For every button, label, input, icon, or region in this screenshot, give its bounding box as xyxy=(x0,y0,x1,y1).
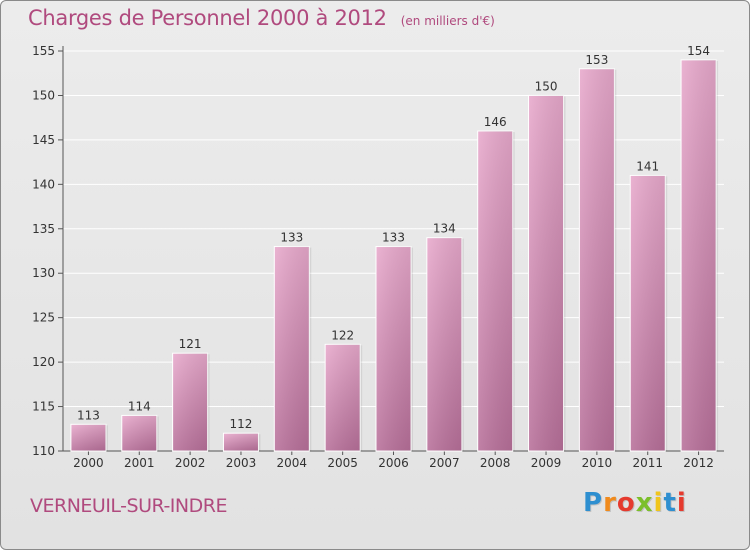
data-label: 134 xyxy=(433,222,456,236)
bar-sheen xyxy=(579,68,615,452)
data-label: 113 xyxy=(77,408,100,422)
bar-sheen xyxy=(681,59,717,452)
data-label: 121 xyxy=(179,337,202,351)
data-label: 150 xyxy=(535,79,558,93)
commune-name: VERNEUIL-SUR-INDRE xyxy=(30,495,227,517)
data-label: 146 xyxy=(484,115,507,129)
y-tick-label: 135 xyxy=(32,222,55,236)
bar-sheen xyxy=(121,415,157,451)
x-tick-label: 2009 xyxy=(531,456,562,470)
data-label: 114 xyxy=(128,399,151,413)
brand-logo: Proxiti xyxy=(583,488,687,518)
x-tick-label: 2005 xyxy=(327,456,358,470)
labels: 110 115 120 125 130 135 140 145 150 155 113 2000 114… xyxy=(32,44,714,470)
x-tick-label: 2004 xyxy=(277,456,308,470)
bar-sheen xyxy=(528,95,564,451)
x-tick-label: 2008 xyxy=(480,456,511,470)
x-tick-label: 2012 xyxy=(683,456,714,470)
brand-letter-5: t xyxy=(663,488,677,518)
bar-sheen xyxy=(172,353,208,451)
bar-sheen xyxy=(376,246,411,451)
data-label: 154 xyxy=(687,44,710,58)
y-tick-label: 155 xyxy=(32,44,55,58)
chart-subtitle: (en milliers d'€) xyxy=(400,14,495,28)
data-label: 141 xyxy=(636,159,659,173)
bar-sheen xyxy=(426,237,462,451)
y-tick-label: 150 xyxy=(32,88,55,102)
x-tick-label: 2001 xyxy=(124,456,155,470)
bar-sheen xyxy=(223,433,259,451)
y-tick-label: 145 xyxy=(32,133,55,147)
data-label: 133 xyxy=(382,231,405,245)
x-tick-label: 2000 xyxy=(73,456,104,470)
bar-sheen xyxy=(274,246,310,451)
x-tick-label: 2003 xyxy=(226,456,257,470)
y-tick-label: 115 xyxy=(32,400,55,414)
brand-letter-3: x xyxy=(635,488,654,518)
chart-title: Charges de Personnel 2000 à 2012 xyxy=(28,6,387,30)
data-label: 133 xyxy=(280,231,303,245)
bar-sheen xyxy=(325,344,361,451)
brand-letter-6: i xyxy=(676,488,687,518)
x-tick-label: 2007 xyxy=(429,456,460,470)
y-tick-label: 140 xyxy=(32,177,55,191)
brand-letter-1: r xyxy=(603,488,617,518)
bar-sheen xyxy=(477,131,513,451)
y-tick-label: 125 xyxy=(32,311,55,325)
title-block: Charges de Personnel 2000 à 2012 (en mill… xyxy=(28,6,495,30)
y-tick-label: 130 xyxy=(32,266,55,280)
brand-letter-2: o xyxy=(616,488,636,518)
x-tick-label: 2002 xyxy=(175,456,206,470)
bar-sheen xyxy=(70,424,106,451)
brand-letter-4: i xyxy=(653,488,664,518)
bars xyxy=(70,59,719,452)
y-tick-label: 110 xyxy=(32,444,55,458)
x-tick-label: 2010 xyxy=(582,456,613,470)
y-tick-label: 120 xyxy=(32,355,55,369)
x-tick-label: 2006 xyxy=(378,456,409,470)
brand-letter-0: P xyxy=(583,488,604,518)
data-label: 153 xyxy=(585,53,608,67)
x-tick-label: 2011 xyxy=(632,456,663,470)
data-label: 112 xyxy=(230,417,253,431)
bar-sheen xyxy=(630,175,666,451)
data-label: 122 xyxy=(331,328,354,342)
